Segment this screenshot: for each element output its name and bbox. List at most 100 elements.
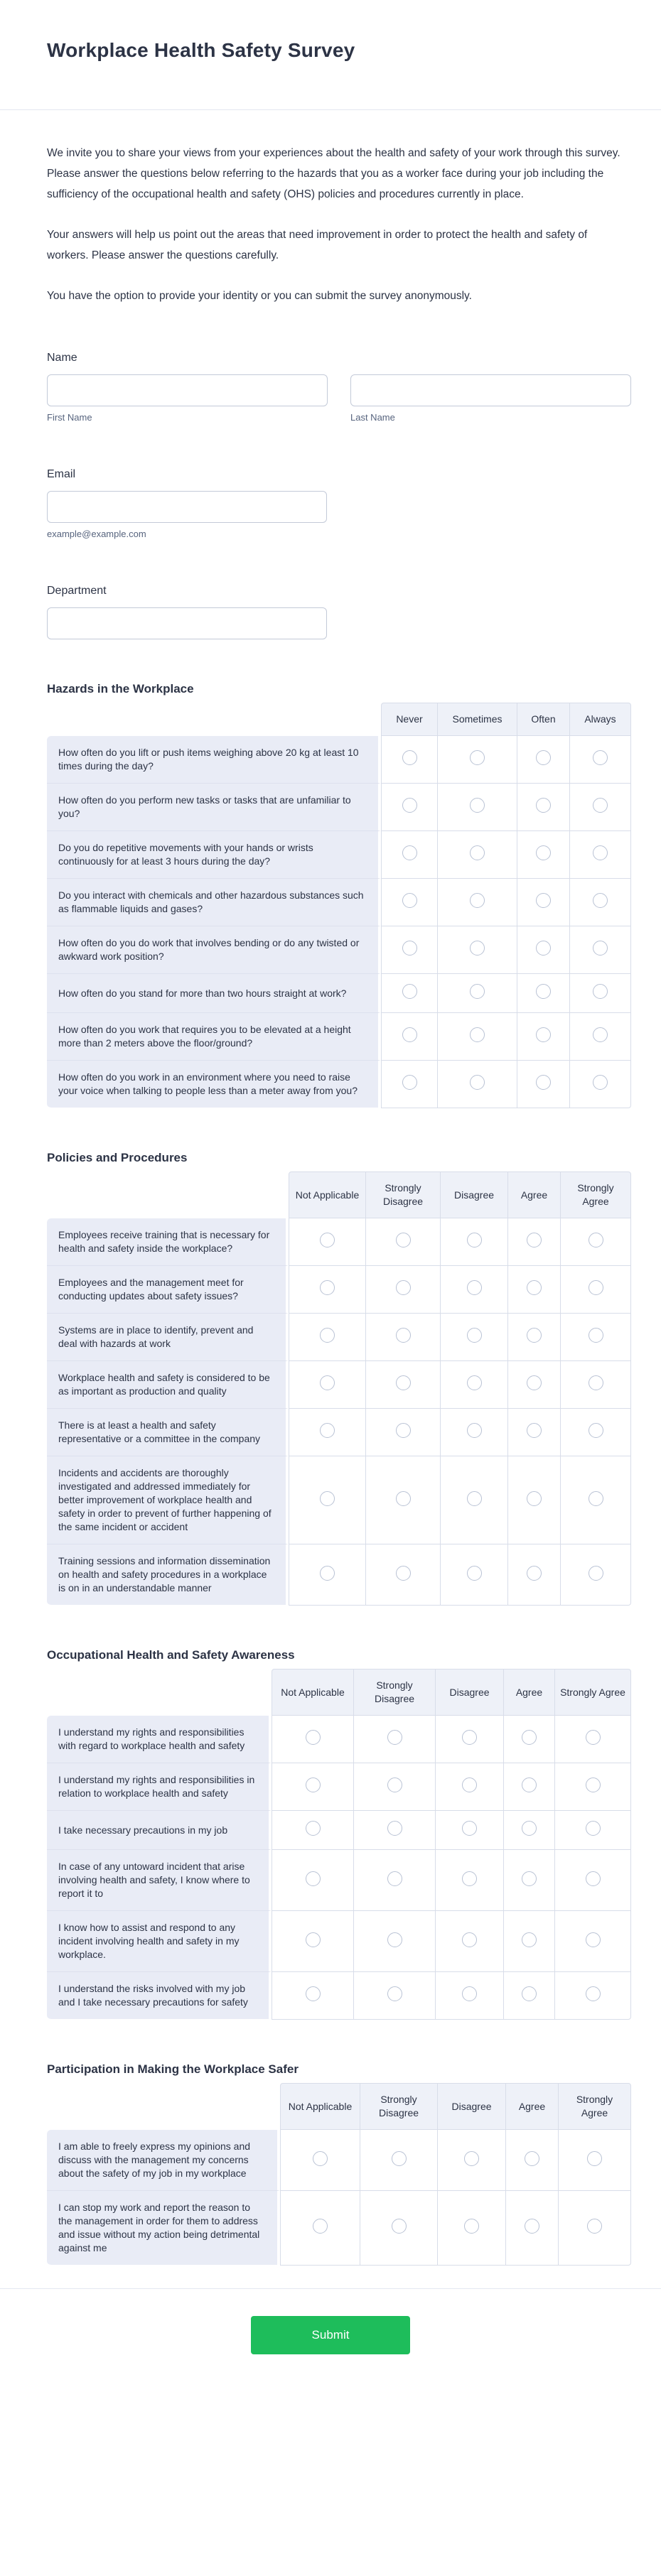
radio-cell[interactable] [381,784,438,831]
radio-button[interactable] [536,941,551,956]
radio-button[interactable] [522,1871,537,1886]
radio-button[interactable] [522,1730,537,1745]
radio-button[interactable] [395,1490,411,1506]
radio-cell[interactable] [504,1716,555,1763]
radio-button[interactable] [585,1871,601,1886]
radio-button[interactable] [587,2219,602,2234]
radio-button[interactable] [391,2219,407,2234]
radio-cell[interactable] [506,2130,559,2191]
radio-cell[interactable] [438,1013,517,1061]
radio-button[interactable] [320,1423,335,1438]
radio-cell[interactable] [381,926,438,974]
radio-cell[interactable] [438,736,517,784]
radio-cell[interactable] [366,1544,441,1606]
radio-button[interactable] [588,1233,603,1248]
radio-button[interactable] [387,1871,402,1886]
radio-button[interactable] [402,1027,417,1042]
radio-button[interactable] [464,2150,479,2166]
radio-cell[interactable] [570,736,631,784]
radio-button[interactable] [387,1777,402,1792]
radio-cell[interactable] [517,1061,570,1108]
radio-cell[interactable] [354,1972,436,2020]
radio-cell[interactable] [508,1314,561,1361]
email-input[interactable] [47,491,327,523]
radio-button[interactable] [395,1565,411,1581]
radio-button[interactable] [462,1821,477,1836]
radio-button[interactable] [395,1233,411,1248]
radio-button[interactable] [462,1730,477,1745]
radio-button[interactable] [470,1027,485,1042]
radio-cell[interactable] [508,1544,561,1606]
radio-cell[interactable] [438,831,517,879]
radio-cell[interactable] [441,1266,508,1314]
radio-button[interactable] [522,1986,537,2001]
radio-cell[interactable] [504,1972,555,2020]
radio-button[interactable] [536,1075,551,1090]
radio-cell[interactable] [441,1456,508,1544]
radio-cell[interactable] [561,1266,631,1314]
radio-button[interactable] [462,1932,477,1947]
radio-cell[interactable] [272,1850,354,1911]
radio-cell[interactable] [508,1266,561,1314]
radio-cell[interactable] [381,974,438,1013]
radio-cell[interactable] [441,1218,508,1266]
radio-cell[interactable] [517,736,570,784]
radio-cell[interactable] [354,1811,436,1850]
radio-button[interactable] [462,1986,477,2001]
radio-button[interactable] [536,750,551,765]
radio-cell[interactable] [436,1716,504,1763]
radio-cell[interactable] [289,1456,366,1544]
radio-button[interactable] [305,1730,321,1745]
radio-cell[interactable] [289,1266,366,1314]
radio-button[interactable] [466,1565,482,1581]
radio-cell[interactable] [441,1314,508,1361]
radio-button[interactable] [588,1565,603,1581]
radio-cell[interactable] [561,1456,631,1544]
radio-button[interactable] [391,2150,407,2166]
radio-button[interactable] [462,1777,477,1792]
radio-button[interactable] [387,1730,402,1745]
radio-cell[interactable] [506,2191,559,2266]
radio-cell[interactable] [438,2191,506,2266]
radio-button[interactable] [593,1075,608,1090]
radio-button[interactable] [466,1423,482,1438]
radio-button[interactable] [305,1821,321,1836]
radio-cell[interactable] [438,879,517,926]
radio-button[interactable] [536,845,551,860]
radio-button[interactable] [320,1233,335,1248]
radio-button[interactable] [588,1490,603,1506]
radio-button[interactable] [466,1375,482,1390]
radio-button[interactable] [522,1777,537,1792]
radio-button[interactable] [466,1233,482,1248]
radio-button[interactable] [387,1821,402,1836]
radio-cell[interactable] [570,926,631,974]
radio-cell[interactable] [366,1409,441,1456]
radio-button[interactable] [395,1375,411,1390]
radio-button[interactable] [305,1777,321,1792]
radio-button[interactable] [305,1932,321,1947]
radio-button[interactable] [593,941,608,956]
radio-button[interactable] [522,1821,537,1836]
radio-button[interactable] [593,893,608,908]
radio-button[interactable] [305,1871,321,1886]
radio-button[interactable] [395,1280,411,1295]
radio-cell[interactable] [438,2130,506,2191]
radio-button[interactable] [588,1280,603,1295]
radio-button[interactable] [585,1777,601,1792]
radio-cell[interactable] [561,1544,631,1606]
radio-button[interactable] [320,1490,335,1506]
radio-cell[interactable] [272,1763,354,1811]
radio-cell[interactable] [272,1972,354,2020]
radio-button[interactable] [587,2150,602,2166]
radio-cell[interactable] [555,1911,631,1972]
radio-cell[interactable] [280,2130,360,2191]
radio-button[interactable] [402,941,417,956]
radio-cell[interactable] [354,1911,436,1972]
radio-cell[interactable] [354,1763,436,1811]
radio-button[interactable] [536,798,551,813]
radio-button[interactable] [402,845,417,860]
radio-cell[interactable] [366,1266,441,1314]
radio-cell[interactable] [366,1361,441,1409]
radio-cell[interactable] [570,1061,631,1108]
radio-button[interactable] [470,750,485,765]
